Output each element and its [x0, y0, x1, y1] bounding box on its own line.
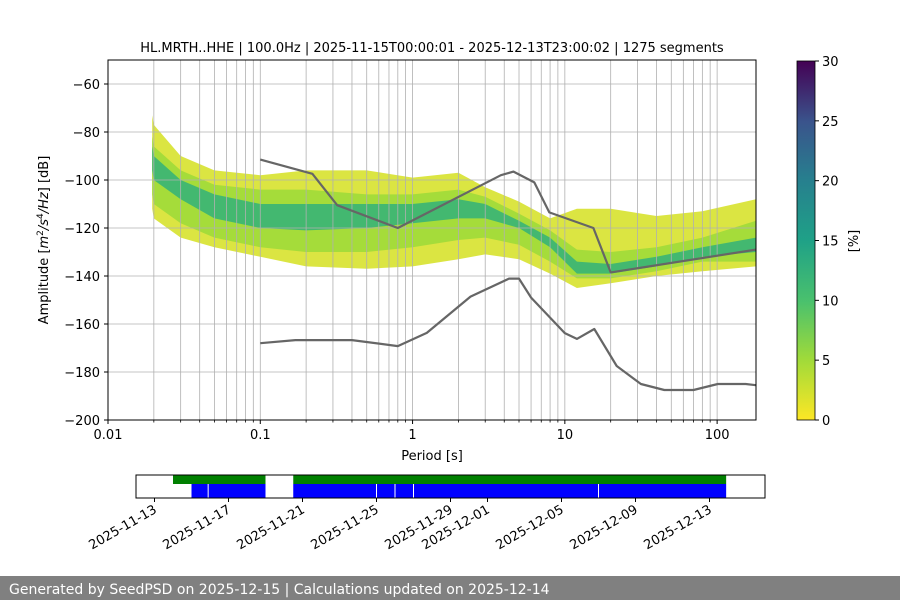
psd-density-layer: [152, 115, 756, 288]
x-tick-label: 0.01: [94, 428, 123, 443]
y-tick-label: −120: [64, 222, 100, 237]
x-tick-label: 1: [408, 428, 416, 443]
chart-title: HL.MRTH..HHE | 100.0Hz | 2025-11-15T00:0…: [140, 41, 724, 56]
y-axis-ticks: −200 −180 −160 −140 −120 −100 −80 −60: [64, 78, 108, 429]
x-tick-label: 0.1: [250, 428, 271, 443]
colorbar-tick-label: 30: [822, 55, 839, 70]
footer-banner: Generated by SeedPSD on 2025-12-15 | Cal…: [0, 576, 900, 600]
model-line-nlnm: [260, 277, 756, 392]
timeline-green-bar: [173, 475, 266, 484]
y-tick-label: −60: [73, 78, 100, 93]
timeline-blue-bar: [191, 484, 266, 498]
timeline-tick-label: 2025-11-13: [87, 502, 160, 553]
timeline-tick-label: 2025-12-13: [642, 502, 715, 553]
density-band-2: [152, 146, 756, 274]
timeline-blue-bar: [293, 484, 727, 498]
colorbar-ticks: 0 5 10 15 20 25 30: [815, 55, 839, 429]
timeline-tick-label: 2025-11-17: [161, 502, 234, 553]
y-tick-label: −200: [64, 414, 100, 429]
figure: HL.MRTH..HHE | 100.0Hz | 2025-11-15T00:0…: [36, 41, 862, 553]
timeline-tick-label: 2025-11-25: [309, 502, 382, 553]
timeline-tick-label: 2025-11-21: [235, 502, 308, 553]
x-axis-label: Period [s]: [401, 449, 463, 464]
colorbar-label: [%]: [847, 230, 862, 253]
colorbar-tick-label: 20: [822, 175, 839, 190]
colorbar-gradient: [796, 60, 816, 421]
x-axis-ticks: 0.01 0.1 1 10 100: [94, 420, 730, 443]
colorbar: 0 5 10 15 20 25 30 [%]: [796, 55, 862, 429]
x-tick-label: 100: [705, 428, 730, 443]
timeline-green-bar: [293, 475, 727, 484]
x-tick-label: 10: [557, 428, 574, 443]
noise-model-lines: [260, 158, 756, 392]
y-tick-label: −100: [64, 174, 100, 189]
colorbar-tick-label: 15: [822, 235, 839, 250]
y-tick-label: −140: [64, 270, 100, 285]
colorbar-tick-label: 10: [822, 294, 839, 309]
timeline-tick-label: 2025-12-05: [494, 502, 567, 553]
colorbar-tick-label: 25: [822, 115, 839, 130]
psd-plot-area: 0.01 0.1 1 10 100 −200 −180 −160 −140 −120 −100 −8…: [64, 59, 757, 443]
timeline-date-ticks: 2025-11-13 2025-11-17 2025-11-21 2025-11-25…: [87, 498, 715, 553]
y-axis-label: Amplitude [m2/s4/Hz] [dB]: [36, 156, 52, 325]
y-tick-label: −80: [73, 126, 100, 141]
model-line-nhnm: [260, 158, 756, 274]
timeline-tick-label: 2025-12-09: [568, 502, 641, 553]
y-tick-label: −180: [64, 366, 100, 381]
colorbar-tick-label: 0: [822, 414, 830, 429]
timeline-bars: [173, 475, 727, 498]
plot-frame: [107, 59, 757, 421]
colorbar-tick-label: 5: [822, 354, 830, 369]
data-availability-timeline: 2025-11-13 2025-11-17 2025-11-21 2025-11-25…: [87, 474, 766, 553]
y-tick-label: −160: [64, 318, 100, 333]
